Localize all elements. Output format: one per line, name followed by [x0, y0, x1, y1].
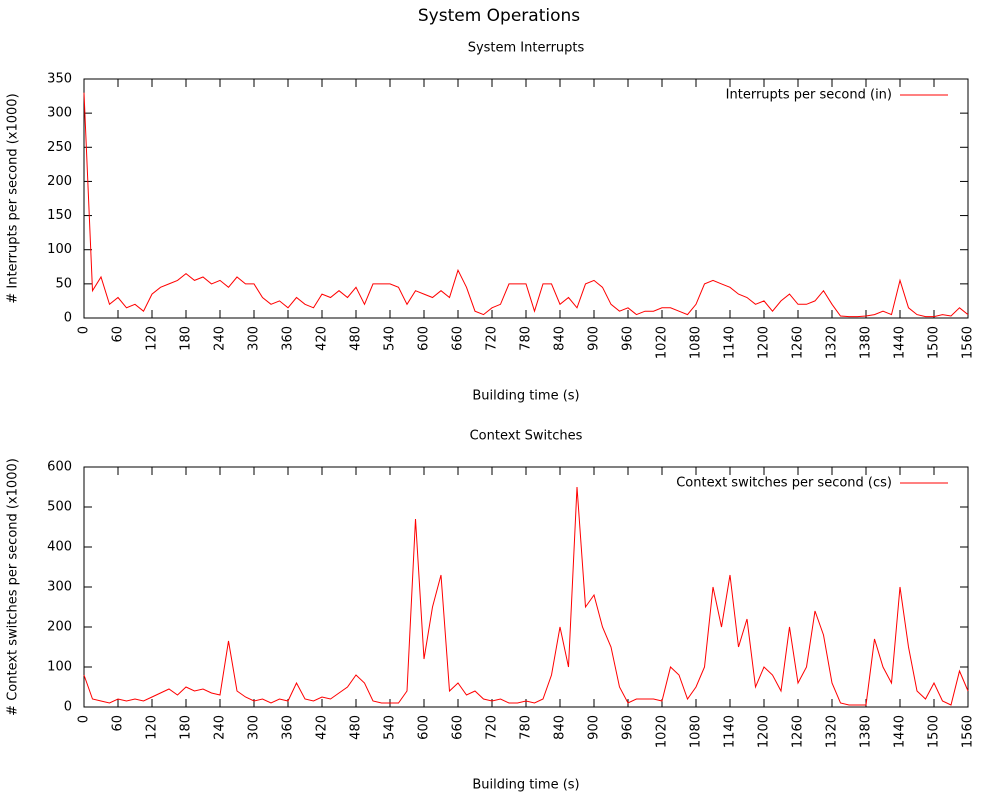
x-tick-label: 1020 — [655, 715, 670, 748]
x-tick-label: 1500 — [927, 326, 942, 359]
x-tick-label: 780 — [519, 715, 534, 740]
data-line — [83, 92, 969, 318]
y-tick-label: 250 — [47, 140, 72, 155]
x-tick-label: 900 — [587, 326, 602, 351]
x-tick-label: 1440 — [893, 715, 908, 748]
x-tick-label: 180 — [179, 326, 194, 351]
x-tick-label: 960 — [621, 715, 636, 740]
y-tick-label: 300 — [47, 580, 72, 595]
x-tick-label: 540 — [383, 326, 398, 351]
x-tick-label: 420 — [315, 715, 330, 740]
y-tick-label: 50 — [55, 276, 72, 291]
y-tick-label: 0 — [64, 700, 72, 715]
x-tick-label: 1380 — [859, 326, 874, 359]
y-tick-label: 100 — [47, 660, 72, 675]
data-line — [83, 486, 969, 706]
x-tick-label: 240 — [213, 326, 228, 351]
x-tick-label: 1320 — [825, 326, 840, 359]
x-tick-label: 300 — [247, 326, 262, 351]
x-tick-label: 60 — [111, 715, 126, 732]
x-tick-label: 120 — [145, 326, 160, 351]
x-tick-label: 0 — [77, 715, 92, 723]
x-tick-label: 780 — [519, 326, 534, 351]
x-tick-label: 1500 — [927, 715, 942, 748]
x-tick-label: 300 — [247, 715, 262, 740]
y-tick-label: 400 — [47, 540, 72, 555]
x-tick-label: 1200 — [757, 326, 772, 359]
chart-title: Context Switches — [470, 429, 583, 444]
chart-title: System Interrupts — [468, 41, 585, 56]
x-tick-label: 1140 — [723, 326, 738, 359]
x-tick-label: 1020 — [655, 326, 670, 359]
x-tick-label: 480 — [349, 326, 364, 351]
x-tick-label: 480 — [349, 715, 364, 740]
x-tick-label: 600 — [417, 326, 432, 351]
y-tick-label: 0 — [64, 311, 72, 326]
x-tick-label: 1080 — [689, 326, 704, 359]
x-tick-label: 1140 — [723, 715, 738, 748]
x-tick-label: 840 — [553, 715, 568, 740]
y-axis-label: # Interrupts per second (x1000) — [6, 93, 21, 303]
x-tick-label: 1320 — [825, 715, 840, 748]
x-tick-label: 720 — [485, 715, 500, 740]
y-tick-label: 100 — [47, 242, 72, 257]
y-tick-label: 500 — [47, 500, 72, 515]
y-tick-label: 600 — [47, 460, 72, 475]
x-tick-label: 960 — [621, 326, 636, 351]
x-axis-label: Building time (s) — [472, 778, 579, 793]
y-tick-label: 300 — [47, 106, 72, 121]
x-tick-label: 660 — [451, 326, 466, 351]
x-tick-label: 360 — [281, 715, 296, 740]
x-tick-label: 840 — [553, 326, 568, 351]
y-tick-label: 350 — [47, 72, 72, 87]
legend-label: Interrupts per second (in) — [726, 88, 892, 103]
x-tick-label: 900 — [587, 715, 602, 740]
x-tick-label: 1080 — [689, 715, 704, 748]
y-axis-label: # Context switches per second (x1000) — [6, 458, 21, 716]
x-tick-label: 1380 — [859, 715, 874, 748]
x-tick-label: 1260 — [791, 715, 806, 748]
x-tick-label: 240 — [213, 715, 228, 740]
x-tick-label: 0 — [77, 326, 92, 334]
legend-label: Context switches per second (cs) — [676, 476, 892, 491]
x-tick-label: 1200 — [757, 715, 772, 748]
x-tick-label: 420 — [315, 326, 330, 351]
x-tick-label: 1260 — [791, 326, 806, 359]
x-tick-label: 360 — [281, 326, 296, 351]
y-tick-label: 200 — [47, 174, 72, 189]
plot-frame — [83, 466, 969, 708]
x-tick-label: 720 — [485, 326, 500, 351]
x-axis-label: Building time (s) — [472, 389, 579, 404]
y-tick-label: 200 — [47, 620, 72, 635]
x-tick-label: 120 — [145, 715, 160, 740]
x-tick-label: 1560 — [961, 326, 976, 359]
x-tick-label: 540 — [383, 715, 398, 740]
x-tick-label: 180 — [179, 715, 194, 740]
x-tick-label: 660 — [451, 715, 466, 740]
x-tick-label: 1440 — [893, 326, 908, 359]
x-tick-label: 60 — [111, 326, 126, 343]
x-tick-label: 1560 — [961, 715, 976, 748]
y-tick-label: 150 — [47, 208, 72, 223]
x-tick-label: 600 — [417, 715, 432, 740]
figure-title: System Operations — [418, 6, 580, 26]
